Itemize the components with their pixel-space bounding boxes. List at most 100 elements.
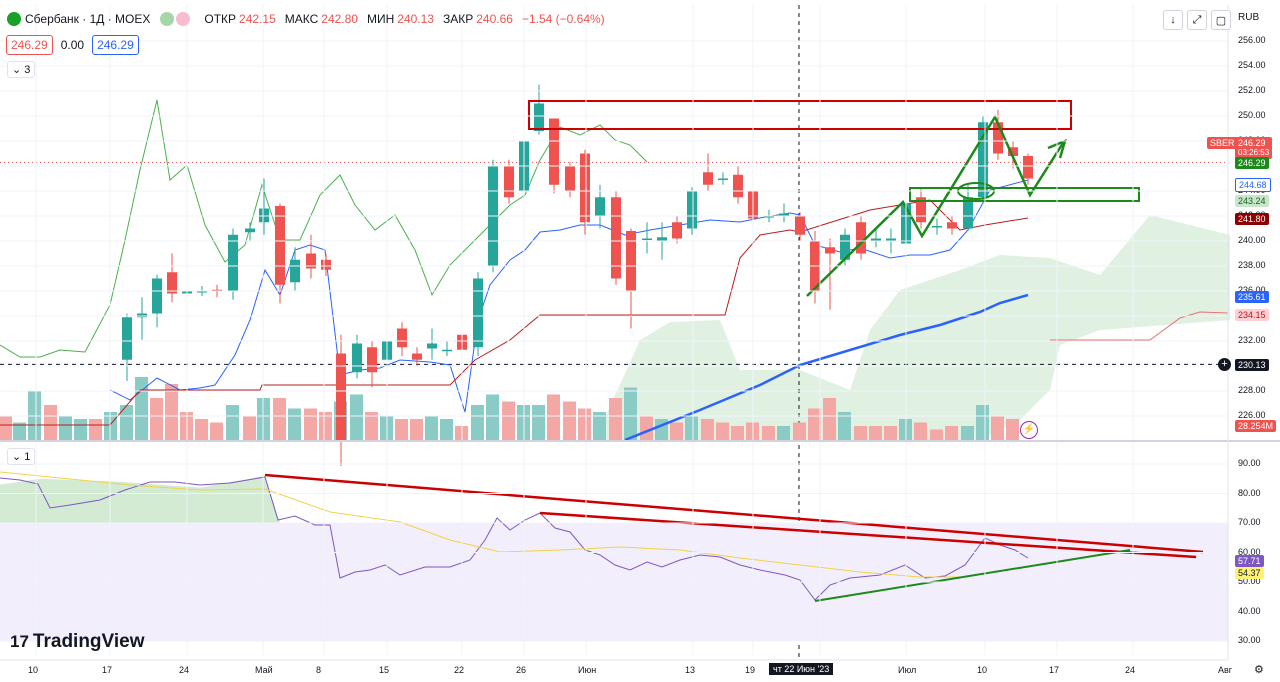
candle-body — [916, 197, 926, 223]
volume-bar — [854, 426, 867, 440]
span-tag: 241.80 — [1235, 213, 1269, 225]
candle-body — [703, 172, 713, 185]
crosshair-price-tag: 230.13 — [1235, 359, 1269, 371]
tenkan-tag: 243.24 — [1235, 195, 1269, 207]
volume-bar — [823, 398, 836, 440]
plus-icon[interactable]: + — [1218, 358, 1231, 371]
candle-body — [565, 166, 575, 191]
candle-body — [245, 228, 255, 233]
price-axis-label: 228.00 — [1238, 385, 1266, 395]
open-label: ОТКР — [204, 12, 237, 26]
last-price-tag: 246.29 03:26:53 — [1235, 137, 1273, 159]
candle-body — [290, 259, 300, 283]
candle-body — [412, 353, 422, 360]
crosshair-date-label: чт 22 Июн '23 — [769, 663, 834, 675]
currency-selector[interactable]: RUB — [1238, 12, 1260, 23]
volume-bar — [273, 398, 286, 440]
candle-body — [504, 166, 514, 198]
symbol-title[interactable]: Сбербанк · 1Д · MOEX — [25, 12, 151, 26]
candle-body — [275, 206, 285, 285]
candle-body — [657, 237, 667, 241]
volume-bar — [930, 429, 943, 440]
price-axis-label: 250.00 — [1238, 110, 1266, 120]
price-axis-label: 254.00 — [1238, 60, 1266, 70]
time-axis-label: Июл — [898, 665, 917, 675]
time-axis-label: 8 — [316, 665, 322, 675]
candle-body — [259, 208, 269, 223]
sell-button[interactable]: 246.29 — [6, 35, 53, 55]
rsi-axis-label: 50.00 — [1238, 576, 1261, 586]
volume-bar — [471, 405, 484, 440]
candle-body — [167, 272, 177, 294]
brand-text: TradingView — [32, 631, 145, 652]
candle-body — [197, 291, 207, 293]
volume-bar — [150, 398, 163, 440]
volume-bar — [701, 419, 714, 440]
candle-body — [672, 222, 682, 239]
rsi-ma-tag: 54.37 — [1235, 567, 1264, 579]
fullscreen-icon[interactable]: ▢ — [1211, 10, 1231, 30]
candle-body — [871, 238, 881, 241]
price-axis-label: 238.00 — [1238, 260, 1266, 270]
volume-bar — [640, 415, 653, 440]
volume-bar — [226, 405, 239, 440]
open-value: 242.15 — [239, 12, 276, 26]
buy-button[interactable]: 246.29 — [92, 35, 139, 55]
candle-body — [367, 347, 377, 373]
time-axis-label: 10 — [977, 665, 988, 675]
candle-body — [978, 122, 988, 198]
rsi-axis-label: 70.00 — [1238, 517, 1261, 527]
volume-bar — [655, 419, 668, 440]
volume-bar — [486, 394, 499, 440]
candle-body — [611, 197, 621, 279]
gear-icon[interactable]: ⚙ — [1254, 664, 1264, 676]
kijun-tag: 244.68 — [1235, 178, 1271, 192]
trade-buttons: 246.29 0.00 246.29 — [6, 35, 139, 55]
spread-value: 0.00 — [60, 38, 85, 52]
resistance-box — [528, 100, 1072, 130]
volume-bar — [914, 422, 927, 440]
sma-line — [624, 293, 1029, 442]
price-axis-label: 226.00 — [1238, 410, 1266, 420]
volume-bar — [547, 394, 560, 440]
high-label: МАКС — [284, 12, 319, 26]
ichimoku-cloud — [595, 215, 1230, 440]
rsi-resistance-line — [264, 473, 1204, 554]
chevron-down-icon: ⌄ — [12, 64, 25, 76]
cloud-edge-line — [1050, 311, 1229, 341]
time-axis-label: 17 — [1049, 665, 1060, 675]
volume-bar — [793, 422, 806, 440]
volume-bar — [884, 426, 897, 440]
green-zigzag-arrow — [806, 114, 1065, 297]
arrow-down-icon[interactable]: ↓ — [1163, 10, 1183, 30]
candle-body — [642, 238, 652, 240]
candle-body — [352, 343, 362, 373]
candle-body — [306, 253, 316, 269]
rsi-axis-label: 30.00 — [1238, 635, 1261, 645]
indicators-toggle[interactable]: ⌄ 3 — [7, 61, 36, 78]
rsi-axis-label: 80.00 — [1238, 487, 1261, 498]
volume-bar — [410, 419, 423, 440]
expand-icon[interactable]: ⤢ — [1187, 10, 1207, 30]
rsi-indicators-toggle[interactable]: ⌄ 1 — [7, 448, 36, 465]
rsi-resistance-line-2 — [539, 511, 1197, 559]
volume-bar — [762, 426, 775, 440]
time-axis-label: 24 — [1125, 665, 1136, 675]
rsi-axis-label: 40.00 — [1238, 605, 1261, 616]
candle-body — [764, 216, 774, 218]
candle-body — [932, 226, 942, 228]
high-value: 242.80 — [321, 12, 358, 26]
volume-bar — [425, 415, 438, 440]
volume-bar — [502, 401, 515, 440]
volume-bar — [808, 408, 821, 440]
candle-body — [336, 353, 346, 441]
volume-bar — [440, 419, 453, 440]
rsi-line — [0, 476, 1029, 601]
candle-body — [137, 313, 147, 318]
lightning-icon[interactable]: ⚡ — [1020, 421, 1038, 439]
candle-body — [963, 197, 973, 229]
delay-icon — [176, 12, 191, 26]
volume-bar — [350, 394, 363, 440]
candle-body — [122, 317, 132, 360]
